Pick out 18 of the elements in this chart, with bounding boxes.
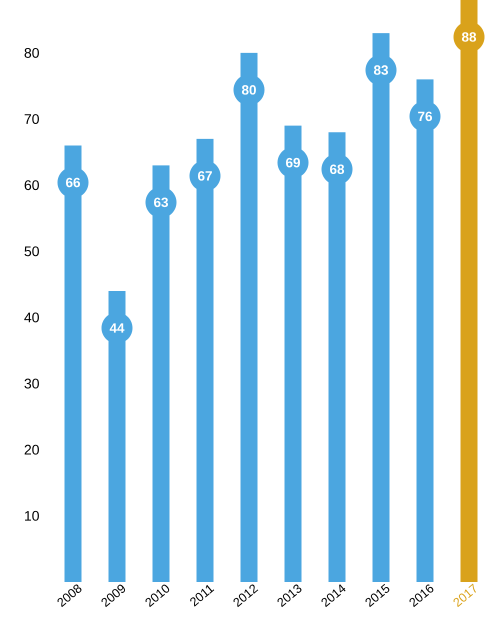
data-label: 88: [462, 32, 476, 42]
data-label: 44: [110, 323, 124, 333]
y-tick-label: 80: [24, 48, 39, 58]
y-tick-label: 30: [24, 378, 39, 389]
data-label: 76: [418, 112, 432, 122]
y-tick-label: 70: [24, 114, 39, 124]
data-label: 80: [242, 85, 256, 95]
data-label: 67: [198, 171, 212, 181]
y-tick-label: 60: [24, 180, 39, 190]
y-tick-label: 10: [25, 510, 39, 521]
data-label: 66: [66, 178, 80, 188]
y-tick-label: 20: [24, 444, 39, 455]
data-label: 83: [374, 65, 388, 75]
data-label: 69: [286, 158, 300, 168]
y-tick-label: 40: [24, 312, 39, 322]
y-tick-label: 50: [24, 246, 39, 256]
data-label: 68: [330, 164, 344, 174]
data-label: 63: [154, 198, 168, 208]
